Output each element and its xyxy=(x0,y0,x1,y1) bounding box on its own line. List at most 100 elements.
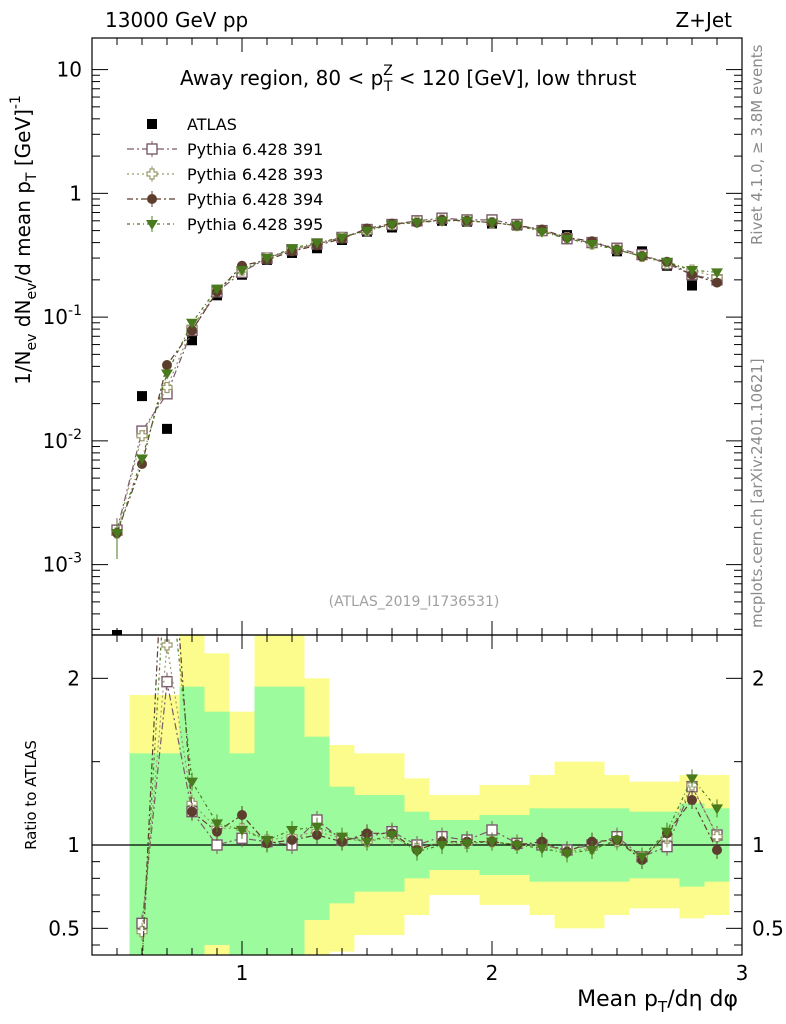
point-r_393 xyxy=(161,639,173,651)
ratio-band-inner xyxy=(154,753,180,955)
point-s_395 xyxy=(261,254,273,265)
point-s_394 xyxy=(187,325,197,336)
legend-marker-s_391 xyxy=(146,143,158,155)
point-r_394 xyxy=(162,457,172,467)
series-s_atlas xyxy=(112,215,722,635)
point-s_395 xyxy=(661,257,673,268)
point-s_395 xyxy=(611,245,623,256)
y-tick-label: 1 xyxy=(69,181,82,205)
x-tick-label: 3 xyxy=(736,961,749,985)
legend-marker-s_393 xyxy=(146,168,158,180)
point-r_395 xyxy=(436,841,448,851)
point-s_395 xyxy=(161,369,173,380)
point-s_395 xyxy=(386,220,398,231)
point-r_394 xyxy=(137,960,147,970)
point-r_395 xyxy=(486,837,498,848)
point-s_395 xyxy=(586,239,598,250)
ratio-band-inner xyxy=(179,686,205,955)
point-r_395 xyxy=(636,852,648,863)
point-s_395 xyxy=(511,221,523,232)
point-r_395 xyxy=(661,827,673,838)
main-ylabel: 1/Nev dNev/d mean pT [GeV]-1 xyxy=(8,95,40,385)
point-r_395 xyxy=(561,849,573,860)
legend-item-s_atlas: ATLAS xyxy=(147,115,237,134)
main-plot-area xyxy=(111,212,723,635)
y-tick-label: 10-3 xyxy=(43,551,82,577)
point-s_395 xyxy=(686,266,698,277)
point-s_atlas xyxy=(187,335,197,346)
point-s_393 xyxy=(136,430,148,442)
point-s_395 xyxy=(286,244,298,255)
point-r_395 xyxy=(711,804,723,815)
point-r_394 xyxy=(187,806,197,817)
point-r_391 xyxy=(161,675,173,688)
ratio-plot-area xyxy=(92,457,742,970)
legend-label-s_394: Pythia 6.428 394 xyxy=(187,190,323,209)
point-r_395 xyxy=(286,826,298,836)
point-r_394 xyxy=(287,835,297,845)
point-s_395 xyxy=(361,226,373,237)
point-s_395 xyxy=(711,268,723,279)
point-r_395 xyxy=(411,847,423,858)
plot-title: Away region, 80 < pZ T < 120 [GeV], low t… xyxy=(180,63,637,95)
legend-label-s_395: Pythia 6.428 395 xyxy=(187,215,323,234)
legend-label-s_atlas: ATLAS xyxy=(187,115,237,134)
legend-item-s_393: Pythia 6.428 393 xyxy=(127,165,323,184)
series-r_395 xyxy=(136,541,723,966)
point-r_395 xyxy=(686,774,698,785)
point-s_atlas xyxy=(162,423,172,434)
point-s_atlas xyxy=(137,391,147,402)
legend-label-s_393: Pythia 6.428 393 xyxy=(187,165,323,184)
point-s_394 xyxy=(162,360,172,371)
point-r_394 xyxy=(687,795,697,805)
point-s_395 xyxy=(536,227,548,238)
point-r_395 xyxy=(611,836,623,846)
point-r_395 xyxy=(361,837,373,848)
ratio-y-tick-label-right: 1 xyxy=(752,833,765,857)
point-r_395 xyxy=(311,822,323,833)
point-r_395 xyxy=(461,839,473,850)
legend-item-s_395: Pythia 6.428 395 xyxy=(127,215,323,234)
analysis-id: (ATLAS_2019_I1736531) xyxy=(329,594,500,610)
point-r_395 xyxy=(186,777,198,788)
point-r_394 xyxy=(237,810,247,820)
point-r_395 xyxy=(511,841,523,851)
header-right: Z+Jet xyxy=(675,8,732,32)
point-s_395 xyxy=(136,454,148,465)
point-r_395 xyxy=(211,819,223,830)
point-s_395 xyxy=(461,216,473,227)
legend-marker-s_394 xyxy=(147,194,157,204)
ratio-band-inner xyxy=(229,753,255,955)
point-r_395 xyxy=(161,541,173,551)
point-r_395 xyxy=(536,844,548,855)
legend-label-s_391: Pythia 6.428 391 xyxy=(187,140,323,159)
point-r_393 xyxy=(711,831,723,843)
point-s_395 xyxy=(636,252,648,263)
mcplots-label: mcplots.cern.ch [arXiv:2401.10621] xyxy=(748,358,766,628)
point-r_395 xyxy=(386,831,398,841)
series-s_393 xyxy=(111,214,723,560)
point-s_395 xyxy=(411,218,423,229)
header-left: 13000 GeV pp xyxy=(105,8,248,32)
ratio-y-tick-label: 0.5 xyxy=(48,916,80,940)
point-s_395 xyxy=(561,234,573,245)
point-s_394 xyxy=(712,277,722,288)
point-s_395 xyxy=(436,216,448,227)
x-tick-label: 2 xyxy=(486,961,499,985)
series-s_391 xyxy=(111,212,723,557)
point-r_391 xyxy=(211,839,223,851)
point-s_395 xyxy=(211,284,223,295)
point-s_395 xyxy=(186,318,198,329)
series-line-s_394 xyxy=(116,219,718,534)
y-tick-label: 10-1 xyxy=(43,303,82,329)
ratio-ylabel: Ratio to ATLAS xyxy=(22,740,40,850)
point-r_394 xyxy=(712,845,722,855)
point-r_395 xyxy=(136,956,148,966)
point-r_395 xyxy=(586,846,598,856)
series-line-s_391 xyxy=(116,217,718,531)
xlabel: Mean pT/dη dφ xyxy=(577,987,738,1016)
point-r_395 xyxy=(261,836,273,846)
legend-marker-s_395 xyxy=(146,220,158,230)
legend-item-s_394: Pythia 6.428 394 xyxy=(127,190,323,209)
